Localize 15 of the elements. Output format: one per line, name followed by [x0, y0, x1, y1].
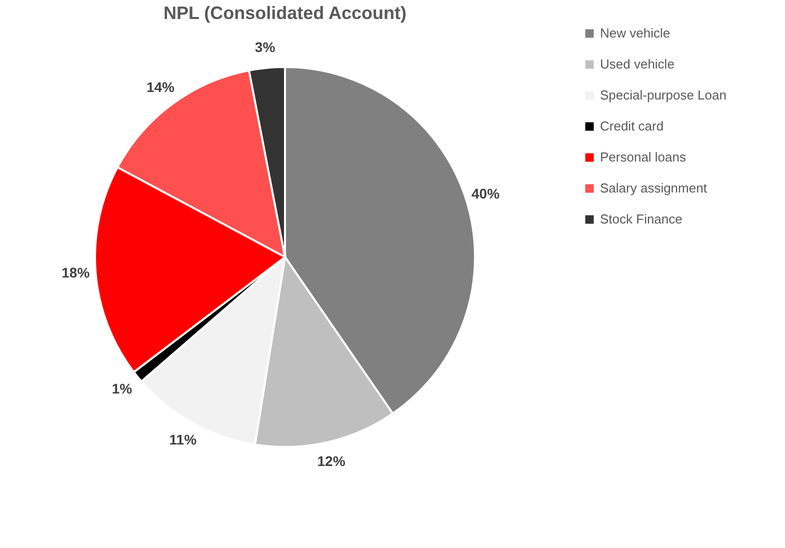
legend-label: Salary assignment [600, 180, 708, 196]
data-label: 11% [169, 432, 198, 448]
legend-label: Personal loans [600, 150, 686, 164]
data-label: 18% [62, 264, 90, 281]
legend-label: Stock Finance [600, 212, 682, 226]
data-label: 3% [254, 38, 276, 55]
data-label: 1% [112, 380, 133, 396]
data-label: 40% [472, 186, 500, 202]
legend-label: Special-purpose Loan [600, 88, 726, 102]
legend-label: New vehicle [600, 26, 670, 40]
chart-title: NPL (Consolidated Account) [164, 3, 407, 23]
legend-label: Credit card [600, 118, 664, 134]
data-label: 12% [317, 452, 346, 469]
legend-label: Used vehicle [600, 56, 674, 72]
data-label: 14% [146, 78, 176, 95]
